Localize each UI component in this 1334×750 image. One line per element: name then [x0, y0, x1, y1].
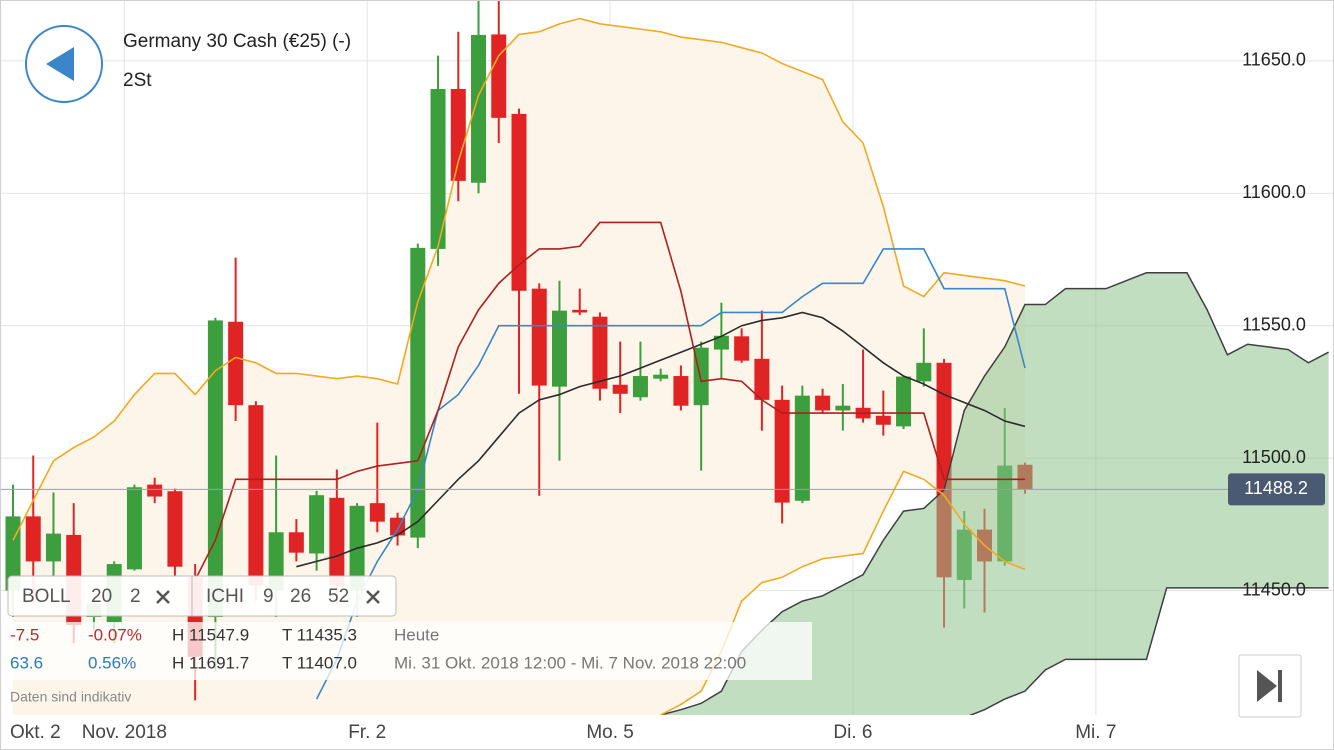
indicator-line — [194, 221, 1025, 581]
candle-body — [612, 384, 628, 394]
back-arrow[interactable] — [46, 47, 74, 81]
chart-title: Germany 30 Cash (€25) (-) — [123, 31, 351, 52]
change-value: -7.5 — [10, 625, 39, 644]
candle-body — [632, 376, 648, 398]
skip-end-button[interactable] — [1238, 654, 1302, 718]
candle-body — [5, 516, 21, 591]
candle-body — [228, 321, 244, 406]
candle-body — [288, 532, 304, 553]
candle-body — [653, 374, 669, 379]
candle-body — [916, 362, 932, 382]
info-backdrop — [0, 622, 812, 680]
indicator-frame — [7, 575, 397, 617]
candle-body — [815, 395, 831, 411]
x-edge-label: Okt. 2 — [10, 722, 61, 743]
indicator-line — [296, 311, 1026, 568]
indicator-param: 9 — [263, 586, 274, 607]
candle-body — [592, 316, 608, 389]
high-value: H 11691.7 — [172, 653, 249, 672]
candle-body — [794, 395, 810, 501]
indicator-param: 2 — [130, 586, 141, 607]
candle-body — [835, 405, 851, 411]
y-tick-label: 11650.0 — [1242, 50, 1306, 70]
indicator-param: 20 — [91, 586, 112, 607]
candle-body — [531, 288, 547, 386]
y-tick-label: 11450.0 — [1242, 579, 1306, 599]
info-panel: -7.5 -0.07% H 11547.9 T 11435.3 Heute 63… — [0, 622, 812, 705]
candle-body — [207, 320, 223, 618]
candle-body — [430, 88, 446, 249]
indicator-name: ICHI — [206, 586, 244, 607]
period-label: Mi. 31 Okt. 2018 12:00 - Mi. 7 Nov. 2018… — [394, 653, 746, 672]
candle-body — [410, 247, 426, 538]
indicator-line — [12, 17, 1026, 541]
indicator-line — [315, 248, 1026, 700]
candle-body — [309, 495, 325, 554]
candle-body — [471, 34, 487, 183]
candle-body — [875, 415, 891, 425]
x-axis: Nov. 2018 Fr. 2 Mo. 5 Di. 6 Mi. 7 — [68, 716, 1116, 750]
candle-body — [896, 376, 912, 427]
indicator-box: BOLL 20 2 ICHI 9 26 52 — [7, 575, 397, 617]
change-value: 63.6 — [10, 653, 43, 672]
change-percent: -0.07% — [88, 625, 142, 644]
disclaimer: Daten sind indikativ — [10, 689, 131, 705]
period-label: Heute — [394, 625, 439, 644]
x-tick-label: Mi. 7 — [1075, 722, 1116, 743]
x-tick-label: Nov. 2018 — [82, 722, 167, 743]
candle-body — [450, 88, 466, 181]
candle-body — [511, 113, 527, 291]
y-tick-label: 11550.0 — [1242, 314, 1306, 334]
candle-body — [551, 310, 567, 387]
candle-body — [491, 34, 507, 118]
candle-body — [734, 336, 750, 361]
skip-end-bar[interactable] — [1278, 670, 1282, 702]
skip-end-arrow[interactable] — [1257, 670, 1277, 702]
x-tick-label: Di. 6 — [833, 722, 872, 743]
candle-body — [248, 405, 264, 586]
candle-body — [673, 376, 689, 406]
indicator-param: 26 — [290, 586, 311, 607]
candle-body — [329, 497, 345, 586]
remove-indicator[interactable] — [366, 590, 380, 604]
cloud-edge — [660, 272, 1329, 715]
candle-body — [369, 503, 385, 522]
low-value: T 11435.3 — [282, 625, 357, 644]
last-price-badge — [1228, 473, 1325, 506]
low-value: T 11407.0 — [282, 653, 357, 672]
candle-body — [45, 533, 61, 562]
candle-body — [25, 516, 41, 562]
remove-indicator[interactable] — [156, 590, 170, 604]
candle-body — [713, 335, 729, 350]
y-tick-label: 11500.0 — [1242, 447, 1306, 467]
last-price-label: 11488.2 — [1244, 478, 1308, 498]
x-axis-strip — [0, 715, 1334, 750]
indicator-param: 52 — [328, 586, 349, 607]
candle-body — [754, 358, 770, 400]
x-tick-label: Mo. 5 — [586, 722, 634, 743]
overlay: 11450.0 11500.0 11550.0 11600.0 11650.0 11488… — [0, 50, 1325, 599]
y-tick-label: 11600.0 — [1242, 182, 1306, 202]
x-tick-label: Fr. 2 — [348, 722, 386, 743]
candle-body — [774, 399, 790, 503]
back-button[interactable] — [25, 25, 103, 103]
indicator-name: BOLL — [22, 586, 71, 607]
high-value: H 11547.9 — [172, 625, 249, 644]
candle-body — [572, 309, 588, 313]
chart-subtitle: 2St — [123, 70, 152, 91]
x-tick-label-bg — [68, 716, 181, 750]
candle-body — [147, 484, 163, 497]
candle-body — [167, 491, 183, 567]
plot-area — [5, 0, 1329, 715]
candle-body — [126, 487, 142, 570]
cloud-edge — [968, 587, 1329, 715]
change-percent: 0.56% — [88, 653, 136, 672]
